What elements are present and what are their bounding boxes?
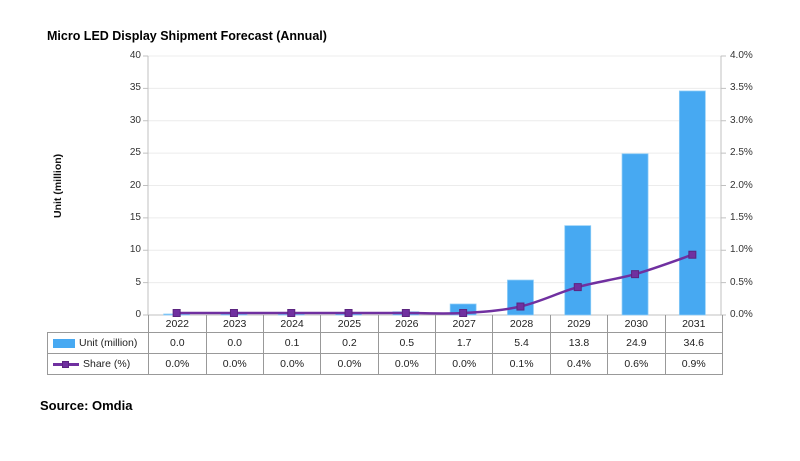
y-right-tick-label: 3.5% xyxy=(730,82,753,94)
y-left-tick-label: 15 xyxy=(129,211,141,223)
unit-legend-swatch-icon xyxy=(53,338,75,348)
value-cell-unit: 13.8 xyxy=(549,332,609,354)
bar-2030 xyxy=(621,153,649,316)
y-axis-left-label: Unit (million) xyxy=(52,153,64,218)
value-cell-unit: 5.4 xyxy=(492,332,551,354)
y-left-tick-label: 40 xyxy=(129,50,141,61)
y-left-tick-label: 35 xyxy=(129,82,141,94)
year-cell: 2030 xyxy=(607,315,666,333)
legend-cell-unit: Unit (million) xyxy=(46,332,150,354)
value-cell-share: 0.0% xyxy=(205,353,264,375)
value-cell-share: 0.0% xyxy=(320,353,379,375)
y-left-tick-label: 0 xyxy=(135,309,141,320)
y-right-tick-label: 4.0% xyxy=(730,50,753,61)
value-cell-share: 0.9% xyxy=(664,353,724,375)
value-cell-share: 0.6% xyxy=(607,353,666,375)
year-cell: 2027 xyxy=(435,315,494,333)
share-legend-swatch-icon xyxy=(53,360,79,369)
value-cell-share: 0.0% xyxy=(148,353,207,375)
y-left-tick-label: 5 xyxy=(135,276,141,288)
share-marker-2028 xyxy=(516,302,525,311)
value-cell-share: 0.0% xyxy=(435,353,494,375)
value-cell-share: 0.1% xyxy=(492,353,551,375)
y-left-tick-label: 25 xyxy=(129,147,141,159)
value-cell-unit: 0.1 xyxy=(262,332,322,354)
y-left-tick-label: 20 xyxy=(129,179,141,191)
y-right-tick-label: 2.5% xyxy=(730,147,753,159)
year-cell: 2022 xyxy=(148,315,207,333)
y-right-tick-label: 1.0% xyxy=(730,244,753,256)
legend-cell-share: Share (%) xyxy=(46,353,150,375)
y-right-tick-label: 0.0% xyxy=(730,309,753,320)
plot-area xyxy=(143,55,726,317)
share-marker-2029 xyxy=(573,283,582,292)
share-marker-2031 xyxy=(688,250,697,259)
value-cell-unit: 0.5 xyxy=(377,332,437,354)
year-cell: 2026 xyxy=(377,315,437,333)
bar-2031 xyxy=(678,90,706,316)
y-left-tick-label: 10 xyxy=(129,244,141,256)
value-cell-share: 0.0% xyxy=(262,353,322,375)
y-right-tick-label: 0.5% xyxy=(730,276,753,288)
chart-title: Micro LED Display Shipment Forecast (Ann… xyxy=(47,29,327,43)
plot-svg xyxy=(143,55,726,317)
year-cell: 2023 xyxy=(205,315,264,333)
value-cell-share: 0.4% xyxy=(549,353,609,375)
value-cell-unit: 0.2 xyxy=(320,332,379,354)
year-cell: 2024 xyxy=(262,315,322,333)
year-cell: 2029 xyxy=(549,315,609,333)
value-cell-unit: 0.0 xyxy=(148,332,207,354)
data-table: 2022 2023 2024 2025 2026 2027 2028 2029 2030 2031… xyxy=(46,315,724,375)
y-right-tick-label: 2.0% xyxy=(730,179,753,191)
source-note: Source: Omdia xyxy=(40,398,133,413)
y-right-tick-label: 3.0% xyxy=(730,114,753,126)
year-cell: 2031 xyxy=(664,315,724,333)
y-left-tick-label: 30 xyxy=(129,114,141,126)
table-corner-cell xyxy=(48,315,149,333)
year-cell: 2028 xyxy=(492,315,551,333)
value-cell-unit: 0.0 xyxy=(205,332,264,354)
bar-2029 xyxy=(564,225,592,316)
value-cell-unit: 1.7 xyxy=(435,332,494,354)
legend-label-unit: Unit (million) xyxy=(79,337,138,349)
value-cell-unit: 24.9 xyxy=(607,332,666,354)
share-marker-2030 xyxy=(631,270,640,279)
share-line xyxy=(176,253,693,315)
legend-label-share: Share (%) xyxy=(83,358,131,370)
value-cell-share: 0.0% xyxy=(377,353,437,375)
year-cell: 2025 xyxy=(320,315,379,333)
value-cell-unit: 34.6 xyxy=(664,332,724,354)
y-right-tick-label: 1.5% xyxy=(730,211,753,223)
